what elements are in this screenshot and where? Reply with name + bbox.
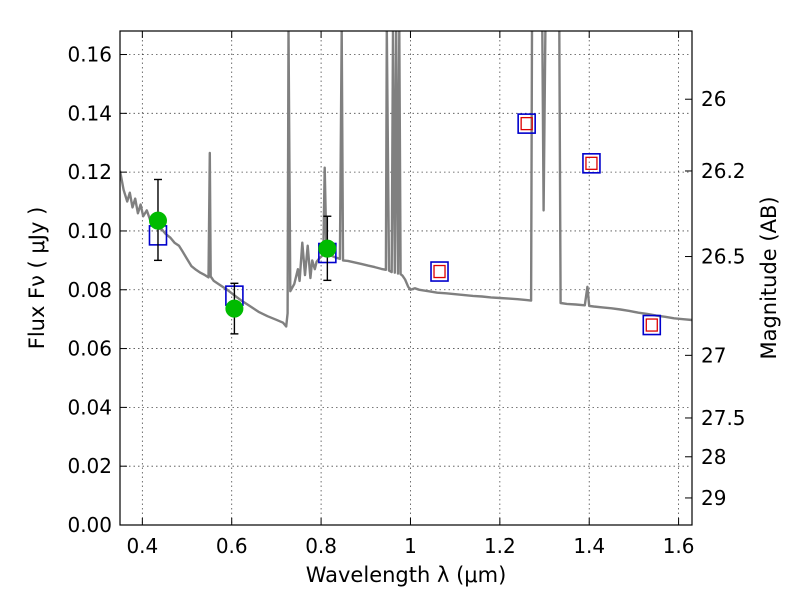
marker-layer	[148, 113, 662, 336]
model-ir-square	[585, 156, 598, 170]
model-bandpass-square	[430, 261, 449, 282]
y-tick-label: 0.12	[67, 160, 112, 184]
x-tick-label: 1.6	[663, 534, 695, 558]
model-ir-square	[433, 264, 446, 279]
y-tick-label: 0.04	[67, 395, 112, 419]
magnitude-tick-label: 26.5	[701, 245, 746, 269]
observed-point	[148, 211, 167, 230]
y-tick-label: 0.10	[67, 219, 112, 243]
y-tick-label: 0.14	[67, 101, 112, 125]
y-tick-label: 0.00	[67, 513, 112, 537]
magnitude-tick-label: 27.5	[701, 406, 746, 430]
sed-template-line	[120, 31, 692, 328]
magnitude-tick-label: 28	[701, 445, 726, 469]
y-tick-label: 0.06	[67, 337, 112, 361]
sed-template-layer	[120, 31, 692, 328]
magnitude-tick-label: 27	[701, 343, 726, 367]
x-tick-labels: 0.4 0.6 0.8 1 1.2 1.4 1.6	[126, 534, 694, 558]
model-bandpass-square	[642, 314, 662, 336]
magnitude-tick-label: 26	[701, 87, 726, 111]
y-tick-label: 0.02	[67, 454, 112, 478]
x-tick-label: 0.8	[305, 534, 337, 558]
magnitude-tick-labels: 26 26.2 26.5 27 27.5 28 29	[701, 87, 746, 510]
magnitude-tick-label: 26.2	[701, 159, 746, 183]
tick-layer	[120, 31, 692, 526]
x-tick-label: 1	[404, 534, 417, 558]
plot-frame	[119, 30, 693, 526]
y-tick-label: 0.08	[67, 278, 112, 302]
model-ir-square	[520, 116, 533, 131]
y-tick-label: 0.16	[67, 43, 112, 67]
magnitude-tick-label: 29	[701, 486, 726, 510]
x-tick-label: 0.6	[216, 534, 248, 558]
x-tick-label: 1.4	[573, 534, 605, 558]
observed-point	[225, 299, 244, 318]
y-tick-labels: 0.00 0.02 0.04 0.06 0.08 0.10 0.12 0.14 0.16	[67, 43, 112, 537]
y-axis-label: Flux Fν ( μJy )	[25, 207, 49, 350]
model-bandpass-square	[582, 153, 601, 174]
model-bandpass-square	[517, 113, 536, 134]
model-ir-square	[645, 318, 658, 332]
observed-point	[318, 239, 337, 258]
x-tick-label: 0.4	[126, 534, 158, 558]
x-axis-label: Wavelength λ (μm)	[306, 563, 507, 587]
x-tick-label: 1.2	[484, 534, 516, 558]
y2-axis-label: Magnitude (AB)	[757, 196, 781, 359]
